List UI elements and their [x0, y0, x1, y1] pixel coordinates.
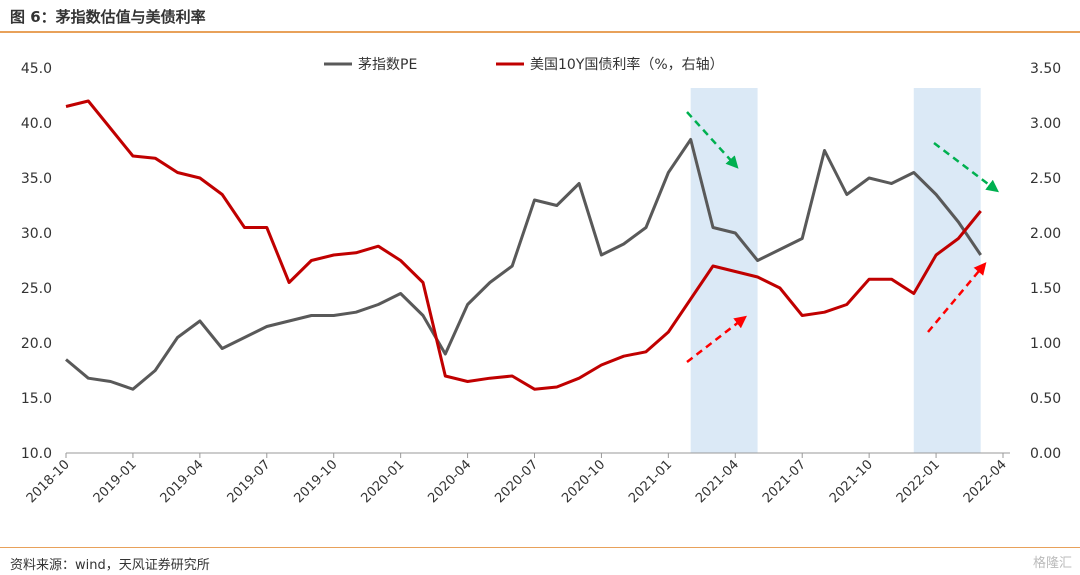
y-right-tick-label: 0.50 — [1030, 391, 1061, 407]
x-tick-label: 2019-07 — [225, 457, 274, 506]
x-tick-label: 2020-10 — [559, 457, 608, 506]
y-right-tick-label: 1.50 — [1030, 281, 1061, 297]
x-tick-label: 2019-10 — [292, 457, 341, 506]
series-line-pe — [65, 138, 982, 391]
x-tick-label: 2021-01 — [626, 457, 675, 506]
title-divider — [0, 31, 1080, 33]
y-right-tick-label: 2.00 — [1030, 226, 1061, 242]
x-tick-label: 2020-01 — [358, 457, 407, 506]
y-left-tick-label: 10.0 — [21, 446, 52, 462]
x-tick-label: 2020-04 — [425, 457, 474, 506]
y-right-tick-label: 0.00 — [1030, 446, 1061, 462]
x-tick-label: 2019-01 — [91, 457, 140, 506]
highlight-band-2 — [913, 88, 981, 453]
footer-divider — [0, 547, 1080, 548]
y-left-tick-label: 25.0 — [21, 281, 52, 297]
green-arrow-2 — [933, 142, 999, 193]
x-tick-label: 2019-04 — [158, 457, 207, 506]
x-tick-label: 2021-04 — [693, 457, 742, 506]
x-tick-label: 2020-07 — [492, 457, 541, 506]
y-left-tick-label: 45.0 — [21, 61, 52, 77]
source-note: 资料来源：wind，天风证券研究所 — [10, 558, 210, 573]
chart-title: 图 6：茅指数估值与美债利率 — [10, 8, 206, 26]
watermark-logo: 格隆汇 — [1032, 556, 1072, 571]
x-tick-label: 2021-10 — [827, 457, 876, 506]
y-left-tick-label: 40.0 — [21, 116, 52, 132]
green-arrow-1 — [686, 111, 739, 169]
red-arrow-2 — [927, 262, 987, 333]
legend-pe-label: 茅指数PE — [358, 57, 417, 73]
red-arrow-1 — [686, 315, 747, 363]
y-left-tick-label: 15.0 — [21, 391, 52, 407]
chart: 10.0 15.0 20.0 25.0 30.0 35.0 40.0 45.0 0.00 0.50… — [21, 56, 1061, 506]
series-line-rate — [65, 99, 982, 391]
x-tick-label: 2018-10 — [24, 457, 73, 506]
x-tick-label: 2021-07 — [760, 457, 809, 506]
y-left-tick-label: 20.0 — [21, 336, 52, 352]
y-right-tick-label: 3.50 — [1030, 61, 1061, 77]
x-tick-label: 2022-01 — [894, 457, 943, 506]
x-tick-label: 2022-04 — [961, 457, 1010, 506]
y-right-tick-label: 2.50 — [1030, 171, 1061, 187]
y-left-tick-label: 35.0 — [21, 171, 52, 187]
legend-rate-label: 美国10Y国债利率（%，右轴） — [530, 56, 724, 73]
highlight-band-1 — [690, 88, 758, 453]
y-left-tick-label: 30.0 — [21, 226, 52, 242]
y-right-tick-label: 3.00 — [1030, 116, 1061, 132]
y-right-tick-label: 1.00 — [1030, 336, 1061, 352]
